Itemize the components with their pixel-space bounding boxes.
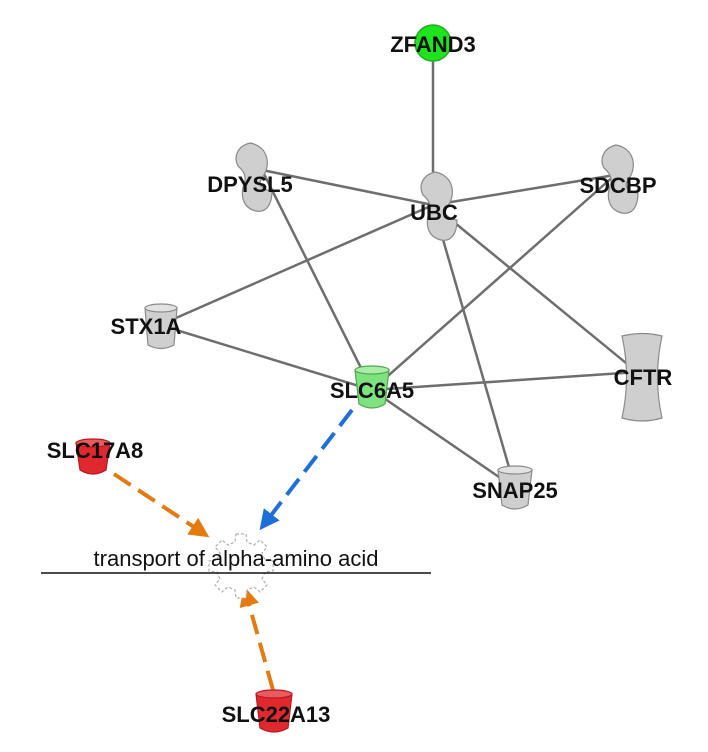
edge-cftr-slc6a5[interactable]: [371, 370, 638, 392]
sdcbp-enzyme-shape: [601, 144, 639, 214]
edge-ubc-snap25[interactable]: [431, 204, 517, 489]
gear-icon: [208, 533, 274, 599]
edge-sdcbp-slc6a5[interactable]: [371, 174, 616, 391]
stx1a-transporter-top: [144, 303, 178, 313]
node-slc17a8[interactable]: SLC17A8: [47, 438, 144, 475]
ubc-label: UBC: [410, 200, 458, 225]
slc6a5-transporter-shape: [354, 369, 390, 409]
stx1a-label: STX1A: [111, 314, 182, 339]
snap25-transporter-shape: [497, 469, 533, 510]
node-slc6a5[interactable]: SLC6A5: [330, 365, 414, 409]
slc22a13-transporter-top: [255, 689, 293, 699]
cftr-ion-channel-shape: [621, 332, 663, 422]
edge-dpysl5-slc6a5[interactable]: [260, 169, 374, 391]
slc17a8-transporter-shape: [75, 442, 111, 475]
dpysl5-label: DPYSL5: [207, 172, 293, 197]
stx1a-transporter-shape: [144, 307, 178, 350]
node-ubc[interactable]: UBC: [410, 171, 458, 241]
slc17a8-label: SLC17A8: [47, 438, 144, 463]
edge-ubc-dpysl5[interactable]: [261, 168, 434, 207]
node-dpysl5[interactable]: DPYSL5: [207, 142, 293, 212]
edge-snap25-slc6a5[interactable]: [371, 388, 516, 490]
slc22a13-label: SLC22A13: [222, 702, 331, 727]
slc17a8-transporter-top: [75, 438, 111, 448]
zfand3-circle-shape: [414, 24, 452, 62]
snap25-label: SNAP25: [472, 478, 558, 503]
node-stx1a[interactable]: STX1A: [111, 303, 182, 350]
slc22a13-transporter-shape: [255, 693, 293, 733]
arrow-slc22a13-to-function[interactable]: [239, 586, 275, 691]
node-cftr[interactable]: CFTR: [614, 332, 673, 422]
slc6a5-transporter-top: [354, 365, 390, 375]
edges: [159, 55, 638, 490]
cftr-label: CFTR: [614, 365, 673, 390]
ubc-enzyme-shape: [420, 171, 458, 241]
dpysl5-enzyme-shape: [235, 142, 273, 212]
snap25-transporter-top: [497, 465, 533, 475]
edge-ubc-sdcbp[interactable]: [432, 173, 616, 207]
sdcbp-label: SDCBP: [579, 173, 656, 198]
arrow-slc6a5-to-function[interactable]: [259, 408, 354, 531]
slc6a5-label: SLC6A5: [330, 378, 414, 403]
edge-ubc-stx1a[interactable]: [159, 203, 434, 327]
zfand3-label: ZFAND3: [390, 32, 476, 57]
function-label: transport of alpha-amino acid: [94, 546, 379, 571]
edge-ubc-cftr[interactable]: [432, 204, 638, 373]
node-sdcbp[interactable]: SDCBP: [579, 144, 657, 214]
node-snap25[interactable]: SNAP25: [472, 465, 558, 510]
node-zfand3[interactable]: ZFAND3: [390, 24, 476, 62]
arrow-slc17a8-to-function[interactable]: [112, 472, 210, 538]
edge-stx1a-slc6a5[interactable]: [159, 323, 373, 392]
node-transport-of-alpha-amino-acid[interactable]: transport of alpha-amino acid: [41, 533, 431, 599]
regulation-arrows: [112, 408, 354, 691]
node-slc22a13[interactable]: SLC22A13: [222, 689, 331, 733]
